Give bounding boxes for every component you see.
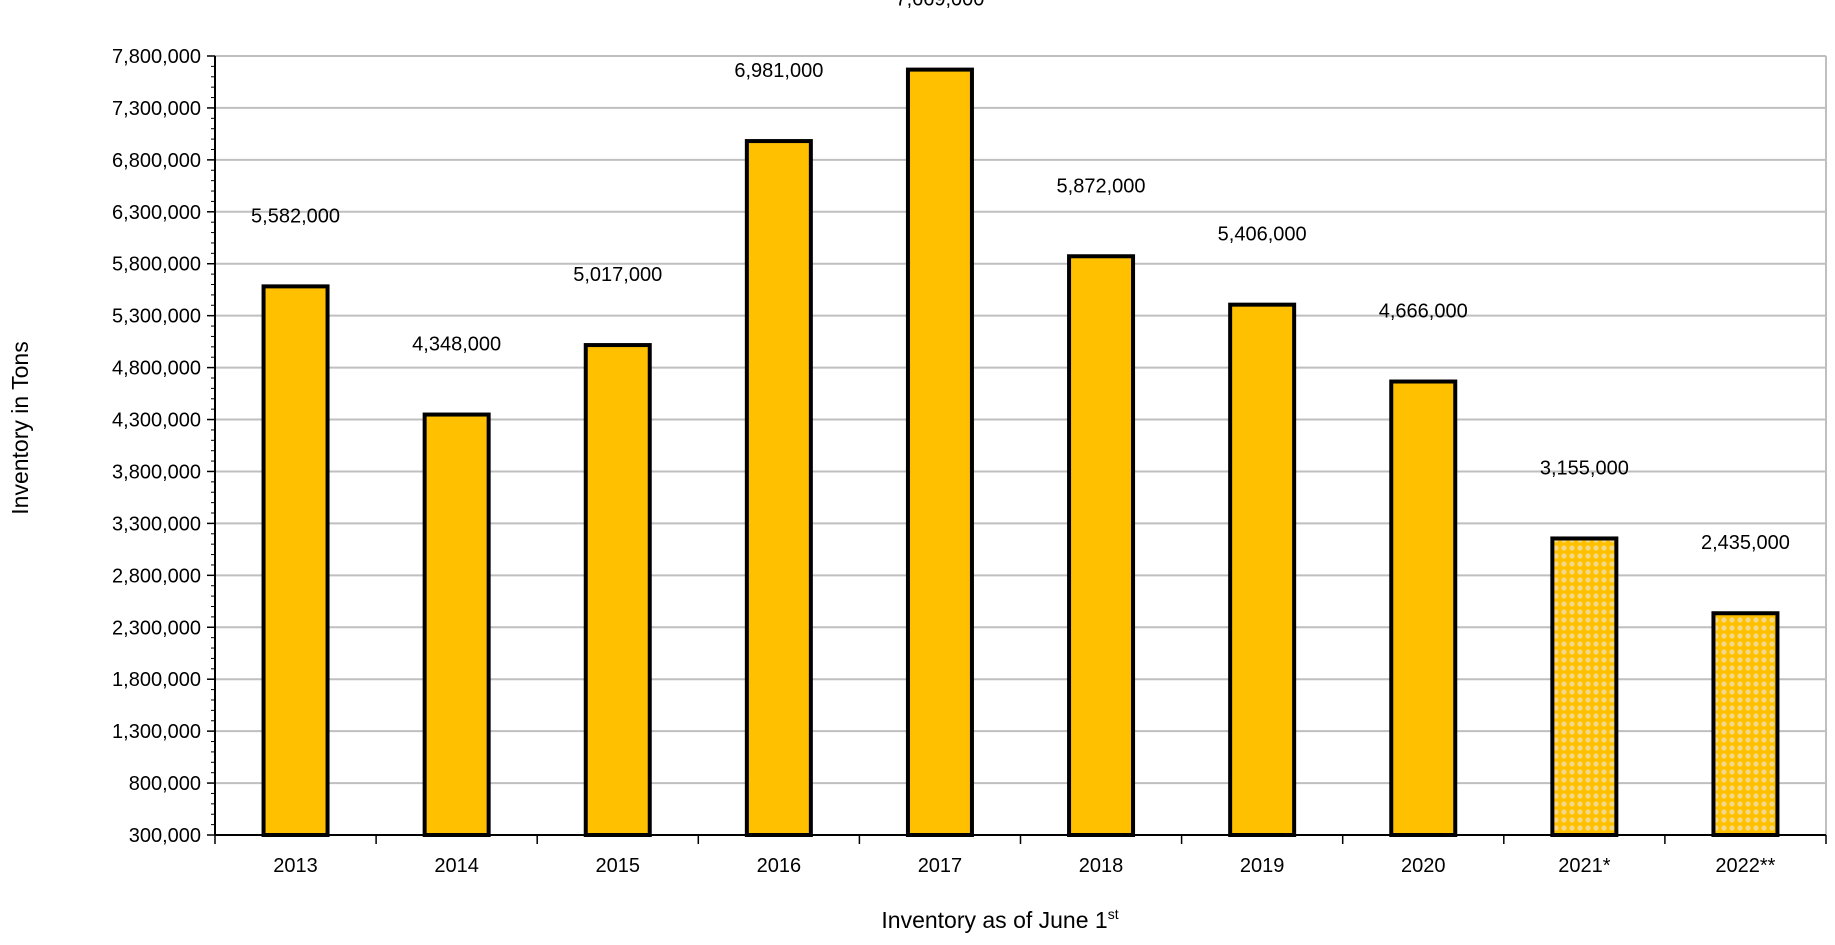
x-tick-label: 2013 — [273, 855, 318, 877]
x-tick-label: 2014 — [434, 855, 479, 877]
y-tick-label: 3,800,000 — [112, 461, 201, 483]
bar-2015 — [583, 343, 652, 837]
data-label-2017: 7,669,000 — [895, 0, 984, 11]
data-label-2015: 5,017,000 — [573, 264, 662, 286]
y-tick-label: 6,300,000 — [112, 202, 201, 224]
y-tick-label: 4,800,000 — [112, 358, 201, 380]
x-axis-title-main: Inventory as of June 1 — [881, 907, 1107, 933]
y-tick-label: 300,000 — [129, 825, 201, 847]
y-tick-label: 1,300,000 — [112, 721, 201, 743]
x-tick-label: 2015 — [596, 855, 641, 877]
data-label-2019: 5,406,000 — [1218, 224, 1307, 246]
x-tick-label: 2018 — [1079, 855, 1124, 877]
x-axis-title: Inventory as of June 1st — [881, 906, 1118, 933]
data-label-2020: 4,666,000 — [1379, 301, 1468, 323]
bar-2018 — [1067, 254, 1136, 837]
bar-2017 — [905, 67, 974, 838]
x-tick-label: 2016 — [757, 855, 802, 877]
y-tick-label: 1,800,000 — [112, 669, 201, 691]
x-tick-label: 2022** — [1715, 855, 1775, 877]
x-axis-title-superscript: st — [1108, 906, 1119, 922]
data-label-2021: 3,155,000 — [1540, 457, 1629, 479]
y-tick-label: 7,300,000 — [112, 98, 201, 120]
data-label-2016: 6,981,000 — [734, 60, 823, 82]
y-tick-label: 7,800,000 — [112, 46, 201, 68]
y-axis-title: Inventory in Tons — [7, 341, 33, 514]
bar-2016 — [744, 139, 813, 838]
data-label-2013: 5,582,000 — [251, 205, 340, 227]
y-tick-label: 5,800,000 — [112, 254, 201, 276]
x-tick-label: 2019 — [1240, 855, 1285, 877]
bar-2013 — [261, 284, 330, 837]
bar-2020 — [1389, 379, 1458, 837]
y-tick-label: 800,000 — [129, 773, 201, 795]
labels: 300,000 800,000 1,300,000 1,800,000 2,300,00… — [112, 0, 1790, 877]
y-tick-label: 4,300,000 — [112, 410, 201, 432]
y-tick-label: 6,800,000 — [112, 150, 201, 172]
x-tick-label: 2020 — [1401, 855, 1446, 877]
x-tick-label: 2021* — [1558, 855, 1610, 877]
bar-2019 — [1228, 302, 1297, 837]
bar-2014 — [422, 412, 491, 837]
bar-2021 — [1550, 536, 1619, 838]
data-label-2022: 2,435,000 — [1701, 532, 1790, 554]
data-label-2014: 4,348,000 — [412, 334, 501, 356]
x-tick-label: 2017 — [918, 855, 963, 877]
y-tick-label: 2,300,000 — [112, 617, 201, 639]
y-tick-label: 5,300,000 — [112, 306, 201, 328]
y-tick-label: 3,300,000 — [112, 513, 201, 535]
y-tick-label: 2,800,000 — [112, 565, 201, 587]
bar-2022 — [1711, 611, 1780, 838]
data-label-2018: 5,872,000 — [1057, 175, 1146, 197]
bars — [261, 67, 1780, 838]
